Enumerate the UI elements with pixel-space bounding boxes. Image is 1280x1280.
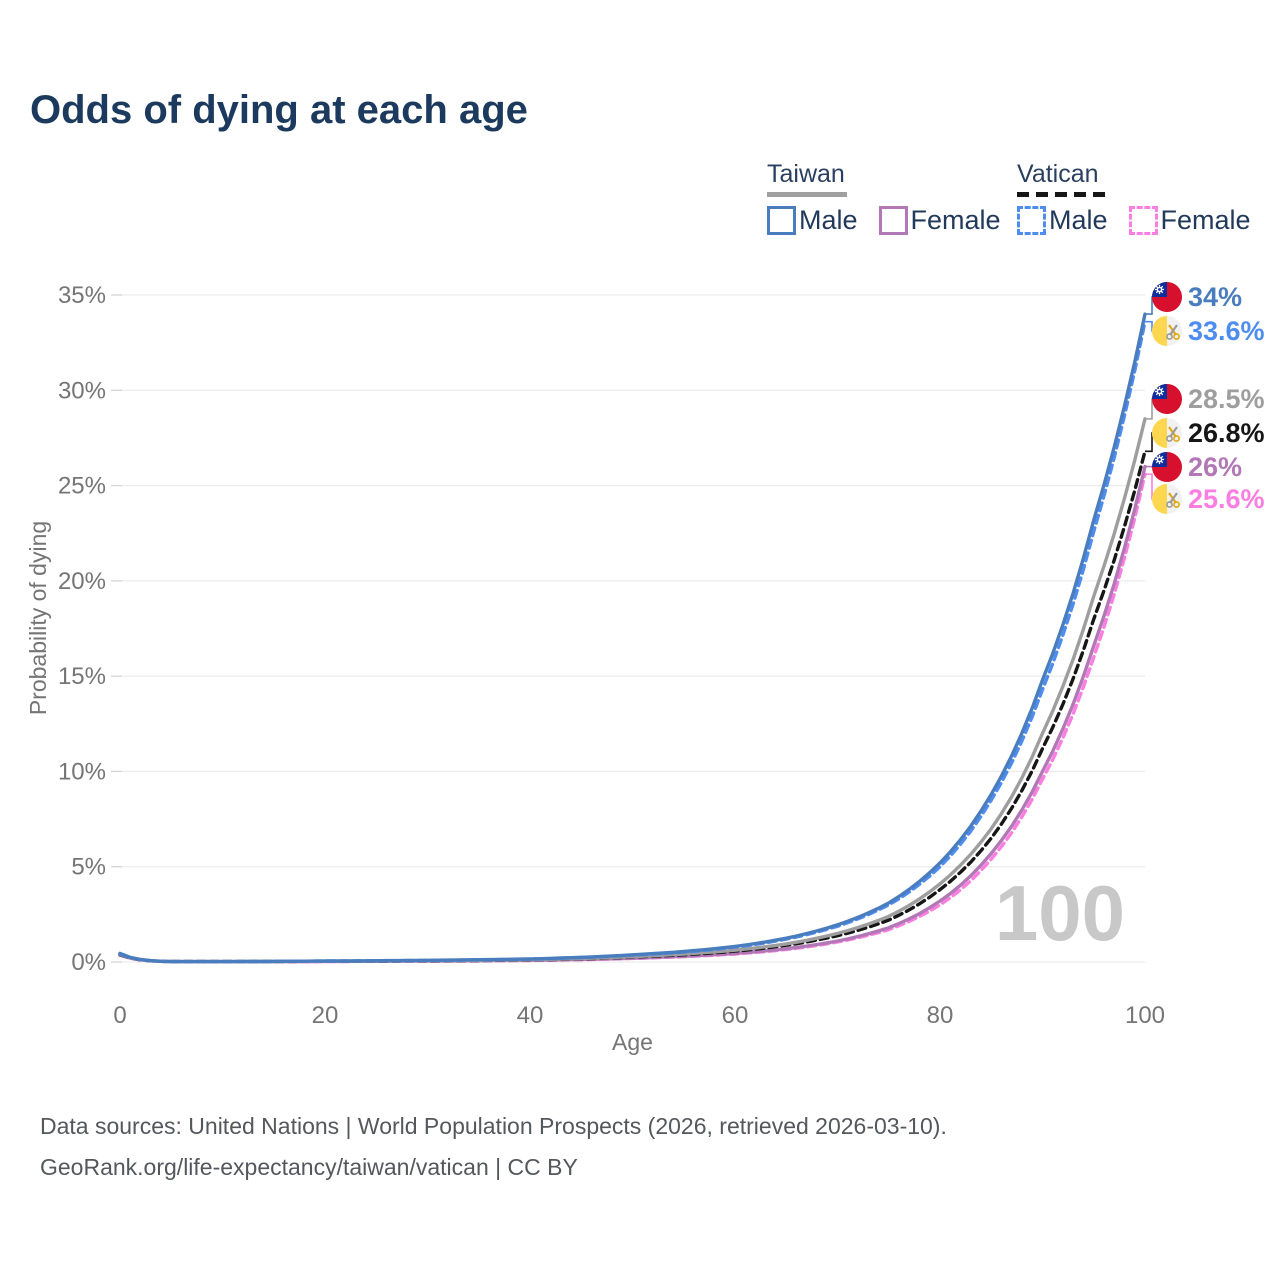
y-tick-label: 15% bbox=[58, 663, 106, 690]
y-tick-label: 20% bbox=[58, 568, 106, 595]
taiwan-male-checkbox[interactable] bbox=[767, 206, 796, 235]
legend-item-taiwan-female[interactable]: Female bbox=[878, 205, 1001, 236]
footer: Data sources: United Nations | World Pop… bbox=[40, 1106, 947, 1188]
vatican-flag-icon bbox=[1152, 316, 1182, 346]
end-label-vatican-total: 26.8% bbox=[1145, 418, 1265, 453]
x-tick-label: 20 bbox=[312, 1002, 339, 1029]
x-axis-title: Age bbox=[612, 1029, 653, 1055]
legend-item-vatican-female[interactable]: Female bbox=[1128, 205, 1251, 236]
end-label-value: 33.6% bbox=[1188, 316, 1265, 346]
line-vatican-female bbox=[118, 472, 1147, 964]
end-label-value: 25.6% bbox=[1188, 484, 1265, 514]
taiwan-flag-icon bbox=[1152, 384, 1182, 414]
x-tick-label: 0 bbox=[113, 1002, 126, 1029]
taiwan-female-label: Female bbox=[910, 205, 1001, 235]
vatican-male-label: Male bbox=[1049, 205, 1108, 235]
page-title: Odds of dying at each age bbox=[30, 88, 528, 132]
end-label-value: 28.5% bbox=[1188, 384, 1265, 414]
x-tick-label: 100 bbox=[1125, 1002, 1165, 1029]
legend-group-taiwan: Taiwan Male Female bbox=[767, 160, 1001, 236]
taiwan-flag-icon bbox=[1152, 282, 1182, 312]
legend-group-taiwan-label: Taiwan bbox=[767, 160, 845, 188]
legend-item-vatican-male[interactable]: Male bbox=[1017, 205, 1108, 236]
taiwan-male-label: Male bbox=[799, 205, 858, 235]
end-label-vatican-female: 25.6% bbox=[1145, 473, 1265, 514]
end-label-value: 26.8% bbox=[1188, 418, 1265, 448]
vatican-male-checkbox[interactable] bbox=[1017, 206, 1046, 235]
taiwan-female-checkbox[interactable] bbox=[878, 206, 908, 235]
mortality-line-chart: 0% 5% 10% 15% 20% 25% 30% 35% 0 20 40 60 80 100 Age Pro… bbox=[25, 282, 1265, 1055]
legend-taiwan-solid-line-sample bbox=[767, 192, 847, 197]
y-tick-label: 35% bbox=[58, 282, 106, 309]
y-axis-title: Probability of dying bbox=[25, 521, 51, 715]
line-vatican-total bbox=[118, 449, 1147, 964]
vatican-flag-icon bbox=[1152, 484, 1182, 514]
legend-group-vatican-label: Vatican bbox=[1017, 160, 1099, 188]
line-vatican-male bbox=[118, 320, 1147, 964]
vatican-flag-icon bbox=[1152, 418, 1182, 448]
line-taiwan-total bbox=[118, 417, 1147, 964]
legend-vatican-dashed-line-sample bbox=[1017, 192, 1107, 197]
line-taiwan-male bbox=[118, 312, 1147, 964]
y-tick-label: 25% bbox=[58, 473, 106, 500]
taiwan-flag-icon bbox=[1152, 452, 1182, 482]
vatican-female-label: Female bbox=[1160, 205, 1251, 235]
y-tick-label: 10% bbox=[58, 758, 106, 785]
end-label-value: 26% bbox=[1188, 452, 1242, 482]
vatican-female-checkbox[interactable] bbox=[1128, 206, 1158, 235]
legend-group-vatican: Vatican Male Female bbox=[1017, 160, 1251, 236]
end-label-taiwan-female: 26% bbox=[1145, 452, 1242, 482]
x-tick-label: 80 bbox=[927, 1002, 954, 1029]
x-tick-label: 40 bbox=[517, 1002, 544, 1029]
end-label-vatican-male: 33.6% bbox=[1145, 316, 1265, 346]
legend-item-taiwan-male[interactable]: Male bbox=[767, 205, 858, 236]
end-label-taiwan-total: 28.5% bbox=[1145, 384, 1265, 420]
end-label-value: 34% bbox=[1188, 282, 1242, 312]
end-label-taiwan-male: 34% bbox=[1145, 282, 1242, 315]
x-tick-label: 60 bbox=[722, 1002, 749, 1029]
y-tick-label: 0% bbox=[71, 949, 106, 976]
y-tick-label: 5% bbox=[71, 854, 106, 881]
watermark-age: 100 bbox=[995, 869, 1125, 957]
footer-data-sources: Data sources: United Nations | World Pop… bbox=[40, 1113, 947, 1139]
line-taiwan-female bbox=[118, 464, 1147, 964]
y-tick-label: 30% bbox=[58, 377, 106, 404]
footer-attribution: GeoRank.org/life-expectancy/taiwan/vatic… bbox=[40, 1154, 578, 1180]
